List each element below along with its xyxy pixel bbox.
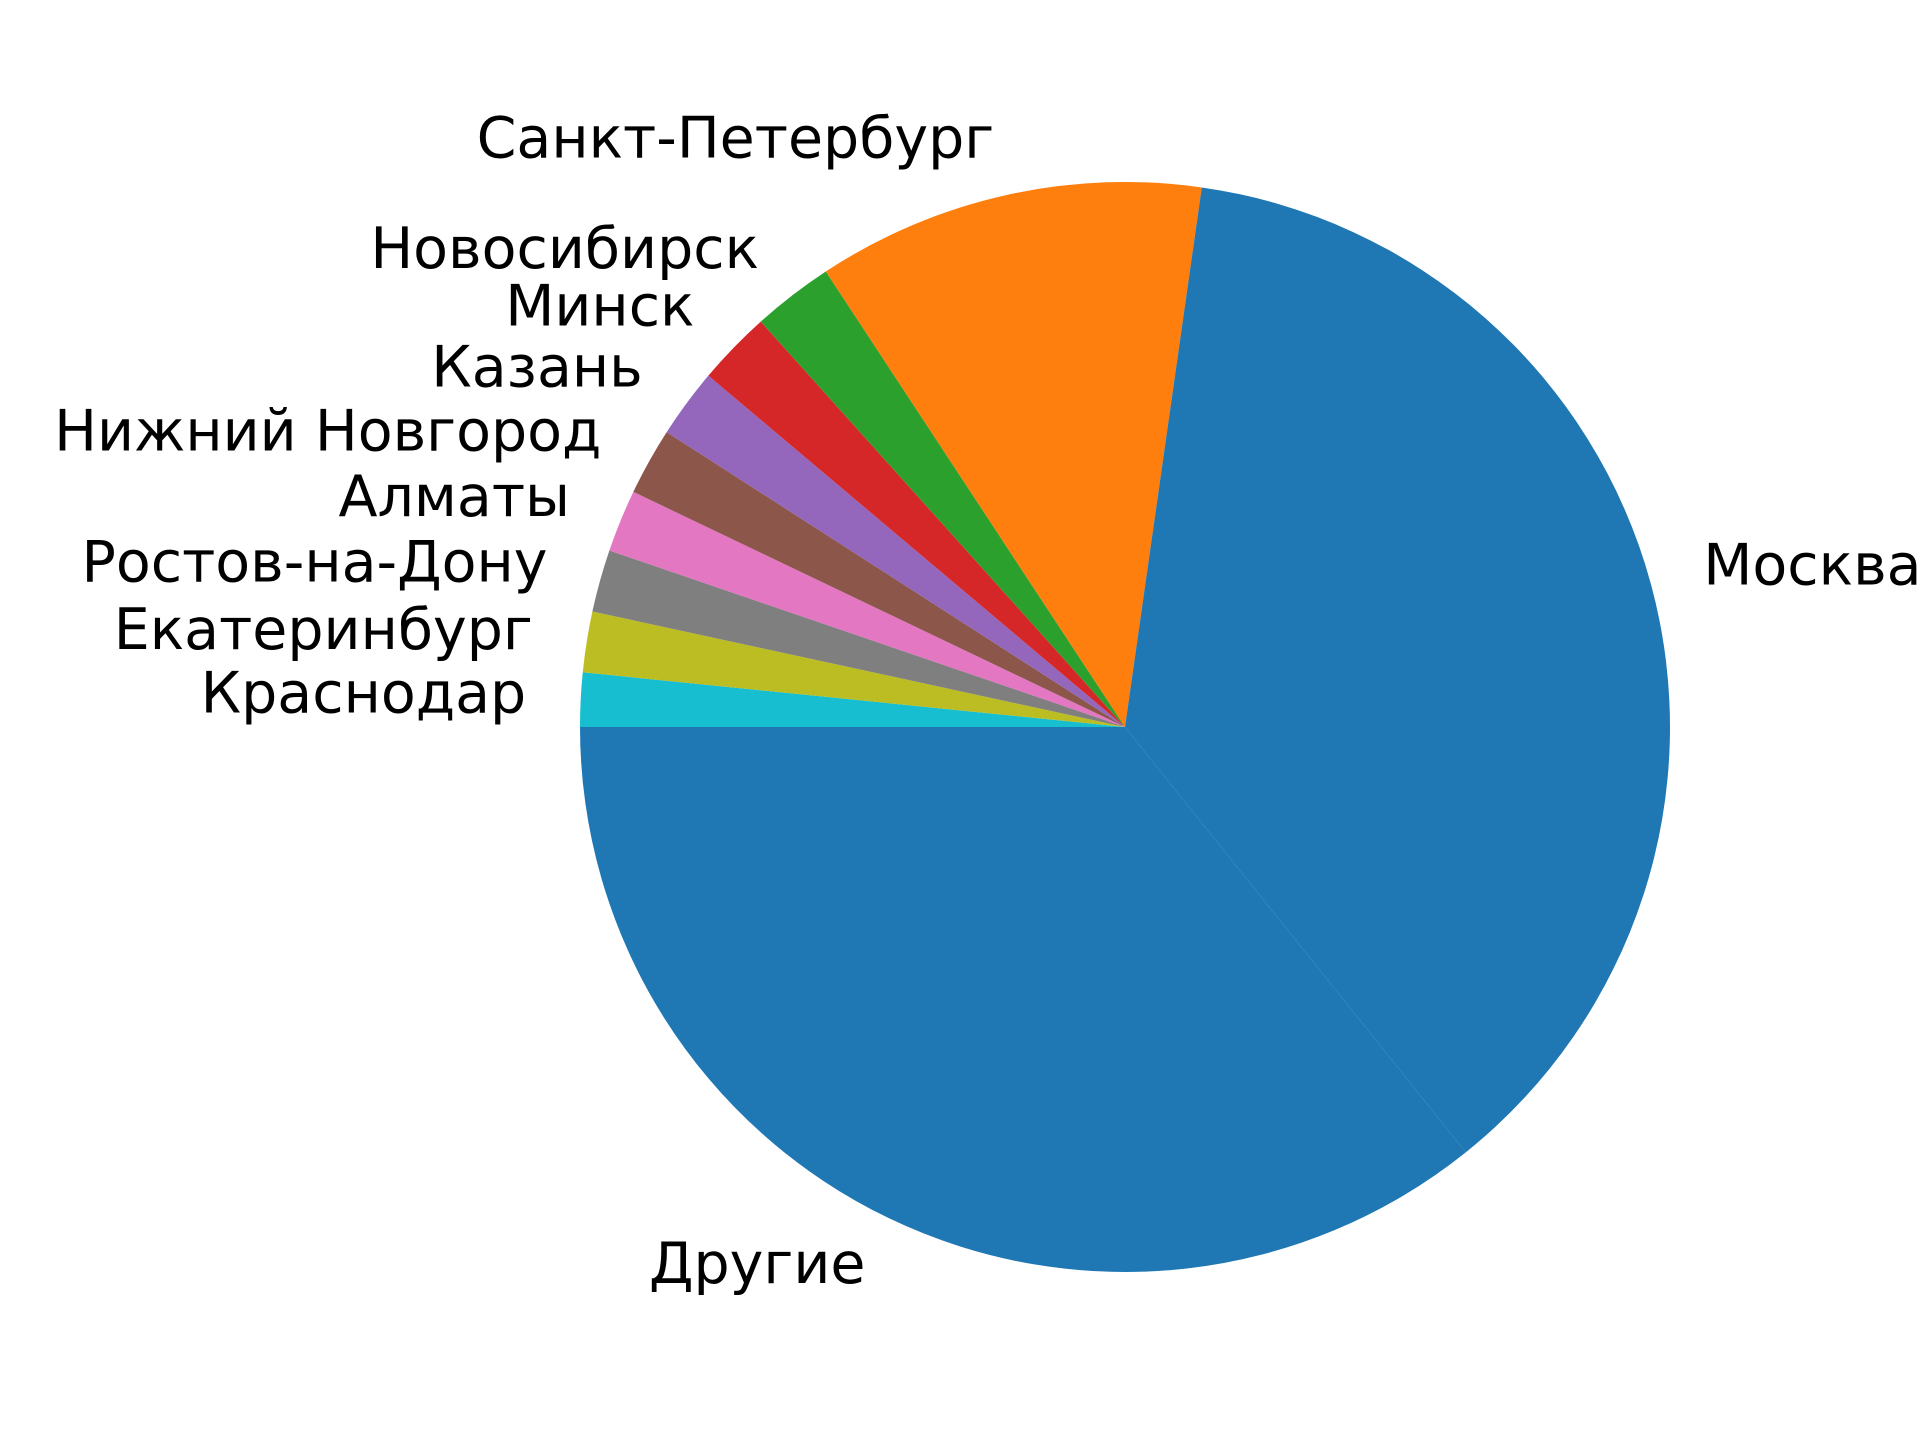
pie-slice (580, 727, 1466, 1272)
pie-slice-label: Казань (431, 334, 643, 400)
pie-slice (592, 550, 1125, 727)
pie-slice (825, 182, 1202, 727)
pie-slice-label: Ростов-на-Дону (82, 530, 548, 596)
pie-slice-label: Алматы (338, 464, 570, 530)
pie-slice-label: Санкт-Петербург (477, 106, 995, 172)
pie-slice-label: Минск (505, 273, 694, 339)
pie-labels: КраснодарЕкатеринбургРостов-на-ДонуАлмат… (54, 106, 1920, 1297)
pie-slice (609, 491, 1125, 727)
pie-slice (708, 321, 1125, 727)
pie-slice (579, 672, 1125, 727)
pie-slice (1125, 187, 1670, 1153)
pie-slice-label: Другие (649, 1231, 866, 1297)
pie-slice-label: Москва (1703, 532, 1920, 598)
pie-slice-label: Нижний Новгород (54, 399, 601, 465)
pie-slice-label: Екатеринбург (114, 597, 533, 663)
pie-slice-label: Краснодар (201, 661, 527, 727)
pie-slice (582, 611, 1125, 727)
pie-slice (666, 375, 1125, 727)
pie-slice (760, 271, 1125, 727)
pie-slices (579, 182, 1670, 1272)
pie-slice-label: Новосибирск (370, 216, 759, 282)
pie-slice (633, 432, 1125, 727)
